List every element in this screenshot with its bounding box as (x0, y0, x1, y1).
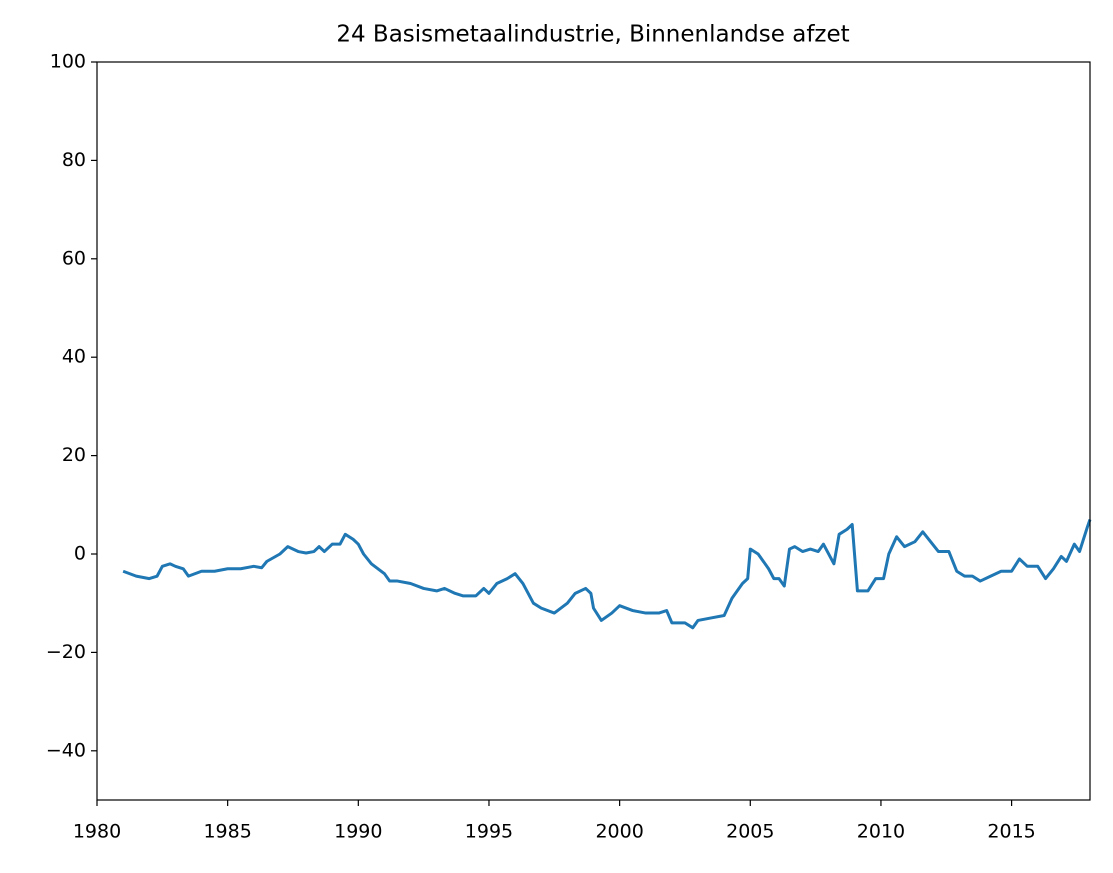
x-tick-label: 1980 (73, 821, 121, 843)
y-tick-label: 40 (62, 346, 86, 368)
y-tick-label: 100 (50, 51, 86, 73)
y-tick-label: 20 (62, 444, 86, 466)
x-tick-label: 2000 (595, 821, 643, 843)
plot-frame (96, 61, 1091, 801)
x-tick-label: 1995 (465, 821, 513, 843)
line-series (122, 519, 1092, 630)
y-tick-label: 60 (62, 247, 86, 269)
x-tick-label: 2010 (857, 821, 905, 843)
x-tick-label: 1990 (334, 821, 382, 843)
y-tick-label: 0 (74, 543, 86, 565)
y-tick-label: 80 (62, 149, 86, 171)
y-tick-label: −40 (46, 739, 86, 761)
chart-title: 24 Basismetaalindustrie, Binnenlandse af… (336, 22, 849, 48)
y-tick-label: −20 (46, 641, 86, 663)
x-tick-label: 2015 (987, 821, 1035, 843)
x-tick-label: 2005 (726, 821, 774, 843)
x-tick-label: 1985 (203, 821, 251, 843)
